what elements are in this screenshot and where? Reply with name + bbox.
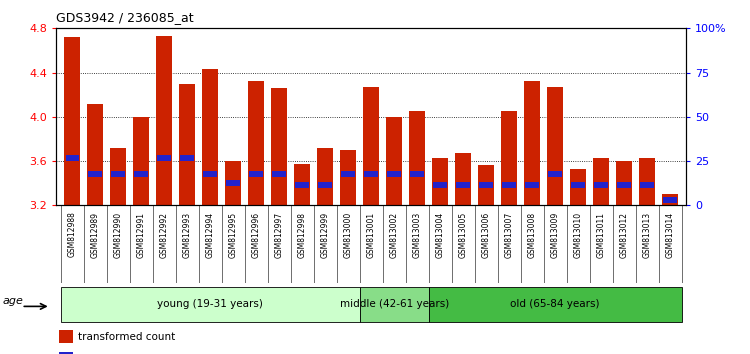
Bar (594, 182, 608, 188)
Text: transformed count: transformed count (78, 332, 176, 342)
Bar (572, 182, 585, 188)
Bar (388, 171, 401, 177)
Bar (410, 171, 424, 177)
Text: GSM813000: GSM813000 (344, 212, 352, 258)
Text: GSM813010: GSM813010 (574, 212, 583, 258)
Text: GSM812995: GSM812995 (229, 212, 238, 258)
Text: GSM813004: GSM813004 (436, 212, 445, 258)
FancyBboxPatch shape (360, 287, 429, 322)
Bar (250, 171, 263, 177)
Bar (202, 69, 218, 205)
Bar (59, 352, 74, 354)
Bar (317, 148, 333, 205)
Bar (570, 169, 586, 205)
Bar (639, 158, 656, 205)
Bar (640, 182, 654, 188)
Text: GSM813013: GSM813013 (643, 212, 652, 258)
Bar (294, 164, 310, 205)
Bar (524, 81, 540, 205)
Bar (156, 36, 172, 205)
Bar (525, 182, 539, 188)
Text: GSM813012: GSM813012 (620, 212, 628, 258)
Bar (203, 171, 217, 177)
Bar (386, 117, 402, 205)
Bar (134, 117, 149, 205)
Text: GSM813005: GSM813005 (459, 212, 468, 258)
Text: GSM813007: GSM813007 (505, 212, 514, 258)
Bar (87, 103, 104, 205)
Bar (248, 81, 264, 205)
Bar (433, 182, 447, 188)
Text: GSM812993: GSM812993 (183, 212, 192, 258)
Bar (179, 84, 195, 205)
Text: GSM813003: GSM813003 (413, 212, 422, 258)
Bar (548, 171, 562, 177)
Text: GSM812994: GSM812994 (206, 212, 214, 258)
Bar (181, 155, 194, 161)
Bar (503, 182, 516, 188)
Bar (341, 171, 355, 177)
Bar (364, 171, 378, 177)
Bar (88, 171, 102, 177)
Bar (455, 153, 471, 205)
Bar (272, 88, 287, 205)
Bar (158, 155, 171, 161)
Bar (479, 182, 493, 188)
Bar (616, 161, 632, 205)
Text: GSM812996: GSM812996 (252, 212, 261, 258)
Bar (319, 182, 332, 188)
Bar (457, 182, 470, 188)
Bar (617, 182, 631, 188)
Text: GSM812997: GSM812997 (274, 212, 284, 258)
Bar (410, 111, 425, 205)
Bar (593, 158, 609, 205)
Bar (272, 171, 286, 177)
Bar (501, 111, 518, 205)
Bar (59, 330, 74, 343)
Bar (64, 37, 80, 205)
Bar (296, 182, 309, 188)
Text: GDS3942 / 236085_at: GDS3942 / 236085_at (56, 11, 194, 24)
Text: GSM812998: GSM812998 (298, 212, 307, 258)
Text: middle (42-61 years): middle (42-61 years) (340, 299, 448, 309)
Bar (663, 197, 677, 203)
Text: GSM813008: GSM813008 (528, 212, 537, 258)
Bar (478, 165, 494, 205)
Text: GSM813009: GSM813009 (550, 212, 560, 258)
Text: GSM812988: GSM812988 (68, 212, 76, 257)
FancyBboxPatch shape (429, 287, 682, 322)
Text: GSM812991: GSM812991 (136, 212, 146, 258)
Text: young (19-31 years): young (19-31 years) (158, 299, 263, 309)
Text: GSM813002: GSM813002 (390, 212, 399, 258)
Text: GSM812999: GSM812999 (321, 212, 330, 258)
Text: GSM813006: GSM813006 (482, 212, 490, 258)
Bar (548, 87, 563, 205)
Bar (65, 155, 80, 161)
Bar (432, 158, 448, 205)
Bar (134, 171, 148, 177)
Bar (225, 161, 242, 205)
Text: GSM813011: GSM813011 (597, 212, 606, 258)
Bar (363, 87, 380, 205)
Text: GSM812989: GSM812989 (91, 212, 100, 258)
Bar (110, 148, 127, 205)
Text: age: age (3, 296, 24, 306)
Text: GSM812992: GSM812992 (160, 212, 169, 258)
Text: GSM812990: GSM812990 (114, 212, 123, 258)
Bar (226, 180, 240, 186)
Bar (112, 171, 125, 177)
Bar (662, 194, 678, 205)
Text: GSM813001: GSM813001 (367, 212, 376, 258)
Bar (340, 150, 356, 205)
Text: GSM813014: GSM813014 (666, 212, 675, 258)
FancyBboxPatch shape (61, 287, 360, 322)
Text: old (65-84 years): old (65-84 years) (511, 299, 600, 309)
